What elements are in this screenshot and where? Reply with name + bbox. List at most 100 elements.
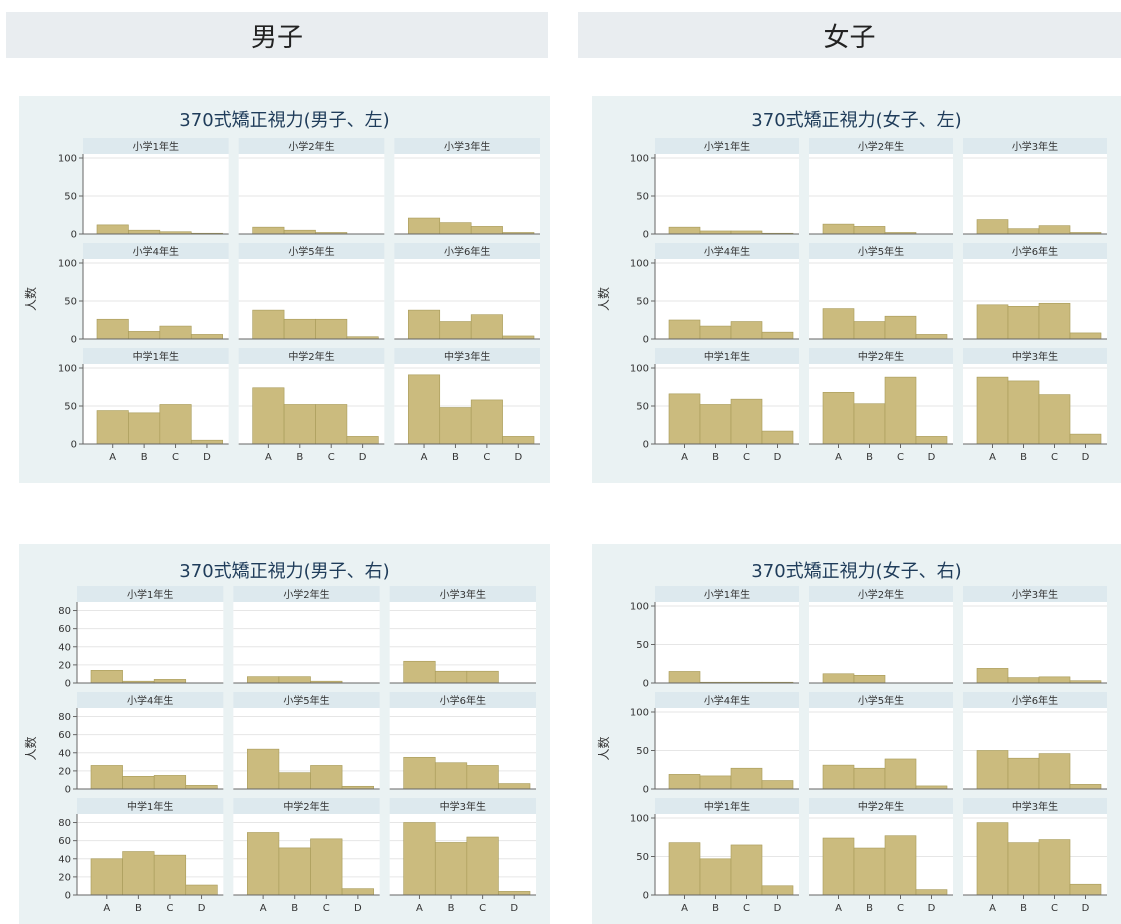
x-tick-label: D bbox=[774, 903, 782, 914]
x-tick-label: A bbox=[681, 452, 688, 463]
facet-label-female-left: 中学3年生 bbox=[1012, 350, 1058, 363]
facet-strip-female-left bbox=[963, 138, 1107, 154]
y-tick-label: 0 bbox=[65, 785, 71, 796]
bar-female-right bbox=[853, 767, 886, 790]
bar-male-left bbox=[502, 436, 535, 445]
column-header-female: 女子 bbox=[578, 12, 1121, 58]
facet-strip-male-left bbox=[238, 243, 385, 259]
y-tick-label: 100 bbox=[58, 364, 77, 375]
x-tick-label: D bbox=[1082, 903, 1090, 914]
bar-male-right bbox=[247, 748, 280, 790]
x-tick-label: B bbox=[452, 452, 459, 463]
facet-strip-female-left bbox=[655, 348, 799, 364]
bar-male-right bbox=[341, 888, 374, 896]
bar-female-left bbox=[699, 325, 732, 340]
facet-strip-male-left bbox=[394, 138, 540, 154]
bar-female-left bbox=[1007, 306, 1040, 340]
y-tick-label: 50 bbox=[636, 852, 649, 863]
bar-female-left bbox=[822, 223, 855, 235]
facet-label-female-left: 小学4年生 bbox=[704, 245, 750, 258]
bar-female-left bbox=[668, 226, 701, 235]
bar-male-right bbox=[247, 832, 280, 896]
bar-female-left bbox=[1038, 302, 1071, 340]
bar-male-left bbox=[128, 229, 161, 235]
bar-female-left bbox=[884, 376, 917, 445]
bar-female-right bbox=[668, 842, 701, 896]
facet-strip-male-right bbox=[233, 692, 380, 708]
y-tick-label: 20 bbox=[58, 872, 71, 883]
bar-female-right bbox=[822, 764, 855, 790]
facet-label-female-left: 小学1年生 bbox=[704, 140, 750, 153]
bar-male-right bbox=[153, 854, 187, 896]
bar-male-right bbox=[466, 765, 499, 790]
bar-male-left bbox=[408, 374, 441, 445]
y-tick-label: 100 bbox=[630, 602, 649, 613]
bar-female-right bbox=[1069, 784, 1102, 790]
chart-title-male-left: 370式矯正視力(男子、左) bbox=[179, 110, 389, 131]
bar-female-right bbox=[730, 767, 763, 790]
facet-strip-male-right bbox=[389, 798, 536, 814]
x-tick-label: C bbox=[743, 452, 750, 463]
facet-plot-area-male-left bbox=[238, 154, 385, 234]
bar-female-left bbox=[730, 321, 763, 340]
bar-male-left bbox=[159, 325, 192, 340]
bar-female-right bbox=[976, 750, 1009, 790]
x-tick-label: B bbox=[141, 452, 148, 463]
facet-strip-female-left bbox=[963, 243, 1107, 259]
bar-male-left bbox=[470, 314, 503, 340]
facet-label-female-left: 小学5年生 bbox=[858, 245, 904, 258]
y-tick-label: 50 bbox=[636, 402, 649, 413]
column-header-male-label: 男子 bbox=[250, 22, 303, 53]
x-tick-label: B bbox=[291, 903, 298, 914]
bar-female-right bbox=[1007, 842, 1040, 896]
bar-female-left bbox=[699, 404, 732, 445]
bar-male-left bbox=[283, 229, 316, 235]
facet-strip-female-right bbox=[655, 798, 799, 814]
y-tick-label: 80 bbox=[58, 712, 71, 723]
bar-male-left bbox=[315, 404, 348, 445]
bar-female-left bbox=[853, 321, 886, 340]
facet-label-male-right: 中学2年生 bbox=[283, 800, 329, 813]
bar-female-left bbox=[761, 331, 794, 340]
facet-label-female-right: 小学3年生 bbox=[1012, 588, 1058, 601]
facet-label-female-left: 中学2年生 bbox=[858, 350, 904, 363]
x-tick-label: C bbox=[328, 452, 335, 463]
chart-title-female-right: 370式矯正視力(女子、右) bbox=[751, 561, 961, 582]
bar-male-left bbox=[470, 226, 503, 235]
bar-male-left bbox=[252, 309, 285, 340]
x-tick-label: B bbox=[866, 903, 873, 914]
chart-svg-male-right: 370式矯正視力(男子、右) 人数 小学1年生 0 20 40 60 80 小学2年生 小学3年生… bbox=[23, 561, 536, 914]
bar-male-left bbox=[96, 224, 129, 235]
bar-male-left bbox=[439, 222, 472, 235]
bar-male-right bbox=[185, 884, 218, 896]
y-tick-label: 60 bbox=[58, 730, 71, 741]
bar-female-right bbox=[976, 668, 1009, 684]
bar-male-right bbox=[278, 676, 311, 684]
x-tick-label: A bbox=[835, 452, 842, 463]
bar-female-right bbox=[761, 780, 794, 790]
bar-male-left bbox=[470, 399, 503, 445]
x-tick-label: B bbox=[296, 452, 303, 463]
facet-strip-female-left bbox=[655, 138, 799, 154]
y-tick-label: 40 bbox=[58, 854, 71, 865]
facet-label-female-left: 小学3年生 bbox=[1012, 140, 1058, 153]
x-tick-label: D bbox=[359, 452, 367, 463]
chart-panel-female-right: 370式矯正視力(女子、右) 人数 小学1年生 0 50 100 小学2年生 小学3年生 小学4… bbox=[592, 544, 1121, 924]
facet-label-male-left: 中学2年生 bbox=[288, 350, 334, 363]
facet-strip-male-right bbox=[233, 798, 380, 814]
y-tick-label: 60 bbox=[58, 836, 71, 847]
x-tick-label: C bbox=[172, 452, 179, 463]
bar-male-right bbox=[122, 776, 155, 790]
bar-female-right bbox=[853, 675, 886, 684]
x-tick-label: A bbox=[109, 452, 116, 463]
x-tick-label: C bbox=[1051, 903, 1058, 914]
y-tick-label: 0 bbox=[71, 230, 77, 241]
facet-label-male-right: 小学2年生 bbox=[283, 588, 329, 601]
chart-title-male-right: 370式矯正視力(男子、右) bbox=[179, 561, 389, 582]
facet-label-male-right: 小学1年生 bbox=[127, 588, 173, 601]
facet-label-female-right: 中学3年生 bbox=[1012, 800, 1058, 813]
bar-male-right bbox=[185, 785, 218, 790]
facet-label-male-right: 中学3年生 bbox=[440, 800, 486, 813]
bar-female-left bbox=[730, 398, 763, 445]
bar-male-left bbox=[96, 318, 129, 340]
